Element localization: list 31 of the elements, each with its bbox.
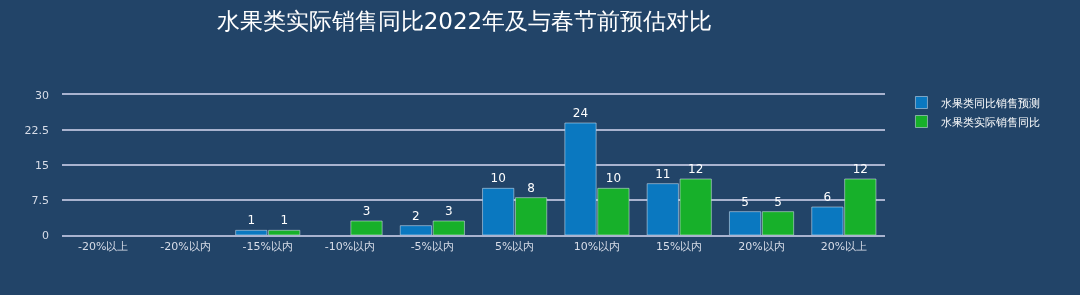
bar [350,220,383,235]
data-label: 10 [490,171,506,186]
chart-title: 水果类实际销售同比2022年及与春节前预估对比 [216,7,713,34]
y-tick-label: 15 [35,158,49,172]
x-tick-label: 20%以上 [820,239,868,253]
legend-label: 水果类同比销售预测 [941,96,1041,110]
legend-label: 水果类实际销售同比 [941,115,1041,129]
data-label: 24 [572,106,589,120]
x-tick-label: -20%以上 [77,239,129,253]
data-label: 12 [852,162,868,176]
x-tick-label: -20%以内 [160,239,211,253]
x-tick-label: 10%以内 [573,239,621,253]
data-label: 3 [362,204,371,218]
x-tick-label: -15%以内 [242,239,293,253]
data-label: 10 [605,171,622,186]
data-label: 1 [280,213,289,228]
y-tick-label: 22.5 [24,123,49,137]
x-tick-label: -10%以内 [324,239,376,253]
y-tick-label: 7.5 [31,193,49,207]
data-label: 11 [655,166,671,181]
x-tick-label: 5%以内 [494,239,535,253]
y-tick-label: 0 [42,228,49,242]
x-tick-label: 20%以内 [738,239,785,253]
x-tick-label: -5%以内 [410,239,455,253]
x-tick-label: 15%以内 [656,239,703,253]
data-label: 2 [412,208,420,223]
data-label: 8 [527,180,535,195]
y-tick-label: 30 [35,88,49,102]
data-label: 3 [444,204,453,218]
data-label: 12 [688,162,704,176]
data-label: 1 [247,213,256,228]
